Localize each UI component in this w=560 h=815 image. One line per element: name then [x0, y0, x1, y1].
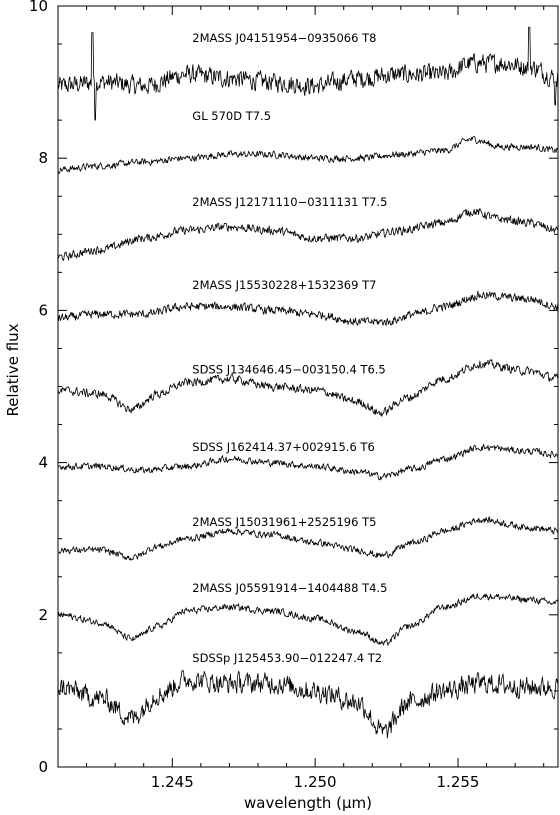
spectrum-label: SDSS J134646.45−003150.4 T6.5: [192, 363, 385, 377]
x-axis: 1.245 1.250 1.255: [57, 6, 545, 791]
spectra-series: [57, 26, 559, 739]
spectrum-label: 2MASS J15031961+2525196 T5: [192, 515, 376, 529]
y-tick-label: 8: [38, 149, 48, 167]
y-tick-label: 2: [38, 606, 48, 624]
y-axis-label: Relative flux: [4, 323, 22, 416]
spectrum-line: [57, 207, 559, 261]
x-tick-label: 1.245: [151, 773, 194, 791]
spectrum-label: 2MASS J12171110−0311131 T7.5: [192, 195, 387, 209]
x-tick-label: 1.250: [294, 773, 337, 791]
spectrum-label: 2MASS J04151954−0935066 T8: [192, 31, 376, 45]
spectrum-line: [57, 593, 559, 646]
x-tick-label: 1.255: [437, 773, 480, 791]
spectrum-line: [57, 516, 559, 561]
y-tick-label: 6: [38, 301, 48, 319]
y-tick-label: 10: [29, 0, 48, 15]
spectrum-line: [57, 443, 559, 481]
spectrum-line: [57, 359, 559, 417]
y-tick-label: 0: [38, 758, 48, 776]
spectrum-label: 2MASS J15530228+1532369 T7: [192, 278, 376, 292]
spectrum-label: GL 570D T7.5: [192, 109, 271, 123]
y-tick-label: 4: [38, 454, 48, 472]
spectrum-line: [57, 669, 559, 739]
spectrum-labels: 2MASS J04151954−0935066 T8 GL 570D T7.5 2M…: [192, 31, 387, 665]
spectrum-line: [57, 290, 559, 326]
spectrum-label: SDSS J162414.37+002915.6 T6: [192, 440, 374, 454]
x-axis-label: wavelength (μm): [244, 794, 372, 812]
spectrum-line: [57, 136, 559, 174]
spectrum-line: [57, 26, 559, 121]
spectrum-label: 2MASS J05591914−1404488 T4.5: [192, 581, 387, 595]
spectrum-label: SDSSp J125453.90−012247.4 T2: [192, 651, 382, 665]
